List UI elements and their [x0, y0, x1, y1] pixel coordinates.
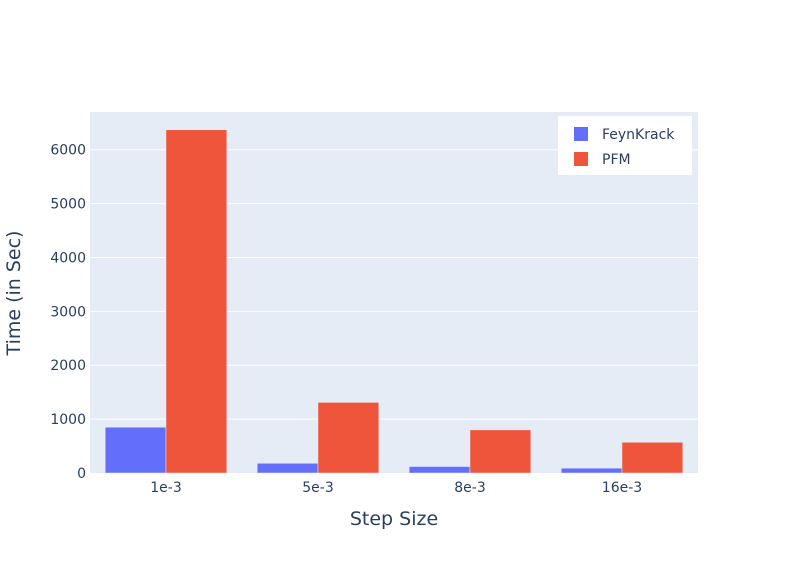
x-axis-ticks: 1e-3 5e-3 8e-3 16e-3 — [150, 480, 642, 496]
y-axis-ticks: 0 1000 2000 3000 4000 5000 6000 — [50, 143, 86, 482]
y-tick-label: 2000 — [50, 358, 86, 374]
legend-swatch — [574, 152, 588, 166]
x-tick-label: 8e-3 — [454, 480, 485, 496]
y-tick-label: 1000 — [50, 412, 86, 428]
x-tick-label: 1e-3 — [150, 480, 181, 496]
y-tick-label: 0 — [77, 466, 86, 482]
bar-feynkrack[interactable] — [104, 426, 167, 474]
y-tick-label: 6000 — [50, 143, 86, 159]
y-axis-title: Time (in Sec) — [3, 231, 25, 357]
y-tick-label: 3000 — [50, 304, 86, 320]
bar-pfm[interactable] — [469, 429, 532, 474]
legend-swatch — [574, 127, 588, 141]
y-tick-label: 5000 — [50, 197, 86, 213]
bar-feynkrack[interactable] — [256, 463, 319, 474]
bar-pfm[interactable] — [317, 402, 380, 474]
x-axis-title: Step Size — [350, 508, 438, 530]
legend-label: PFM — [602, 152, 631, 168]
x-tick-label: 5e-3 — [302, 480, 333, 496]
legend[interactable]: FeynKrack PFM — [558, 116, 692, 175]
legend-items: FeynKrack PFM — [574, 127, 675, 168]
bar-pfm[interactable] — [165, 129, 228, 474]
legend-label: FeynKrack — [602, 127, 675, 143]
bar-pfm[interactable] — [621, 442, 684, 474]
bars — [104, 129, 684, 474]
bar-feynkrack[interactable] — [560, 467, 623, 474]
bar-feynkrack[interactable] — [408, 466, 471, 474]
x-tick-label: 16e-3 — [602, 480, 642, 496]
y-tick-label: 4000 — [50, 250, 86, 266]
